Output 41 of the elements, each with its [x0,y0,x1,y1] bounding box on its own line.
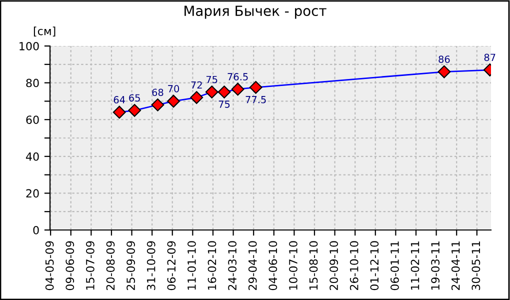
x-tick-label: 10-07-10 [289,241,298,290]
x-tick-label: 09-06-09 [66,241,74,290]
x-tick-label: 15-07-09 [86,241,94,290]
data-label: 75 [218,100,230,108]
y-tick-label: 20 [26,189,39,198]
x-tick-label: 04-05-09 [45,241,54,290]
x-tick-label: 30-05-11 [472,241,480,290]
x-tick-label: 31-10-09 [146,241,156,290]
y-tick-label: 40 [26,152,39,161]
x-tick-label: 11-01-10 [187,241,196,290]
x-tick-label: 24-03-10 [228,241,237,290]
x-tick-label: 11-02-11 [410,241,420,290]
y-axis-title: [см] [34,26,56,37]
data-label: 64 [114,96,126,104]
data-label: 72 [191,81,202,89]
x-tick-label: 15-08-10 [309,241,318,290]
x-tick-label: 26-10-10 [350,241,358,290]
x-tick-label: 06-01-11 [390,241,399,290]
y-tick-label: 100 [20,42,39,50]
x-tick-label: 20-08-09 [106,241,115,290]
x-tick-label: 19-03-11 [431,241,440,290]
data-label: 68 [152,88,164,96]
data-label: 86 [438,56,450,63]
data-label: 70 [168,85,180,92]
x-tick-label: 20-09-10 [330,241,338,290]
data-label: 65 [129,94,140,102]
data-label: 77.5 [246,96,266,104]
x-tick-label: 24-04-11 [451,241,460,290]
y-tick-label: 60 [26,116,39,124]
data-label: 87 [484,54,496,62]
x-tick-label: 04-06-10 [268,241,278,290]
x-tick-label: 29-04-10 [248,241,257,290]
x-tick-label: 01-12-10 [370,241,379,290]
chart-title: Мария Бычек - рост [184,6,326,19]
x-tick-label: 25-09-09 [126,241,135,290]
x-tick-label: 06-12-09 [167,241,176,290]
data-label: 76.5 [228,73,248,80]
y-tick-label: 80 [26,78,39,88]
y-tick-label: 0 [33,226,39,234]
data-label: 75 [206,76,218,84]
x-tick-label: 16-02-10 [208,241,216,290]
